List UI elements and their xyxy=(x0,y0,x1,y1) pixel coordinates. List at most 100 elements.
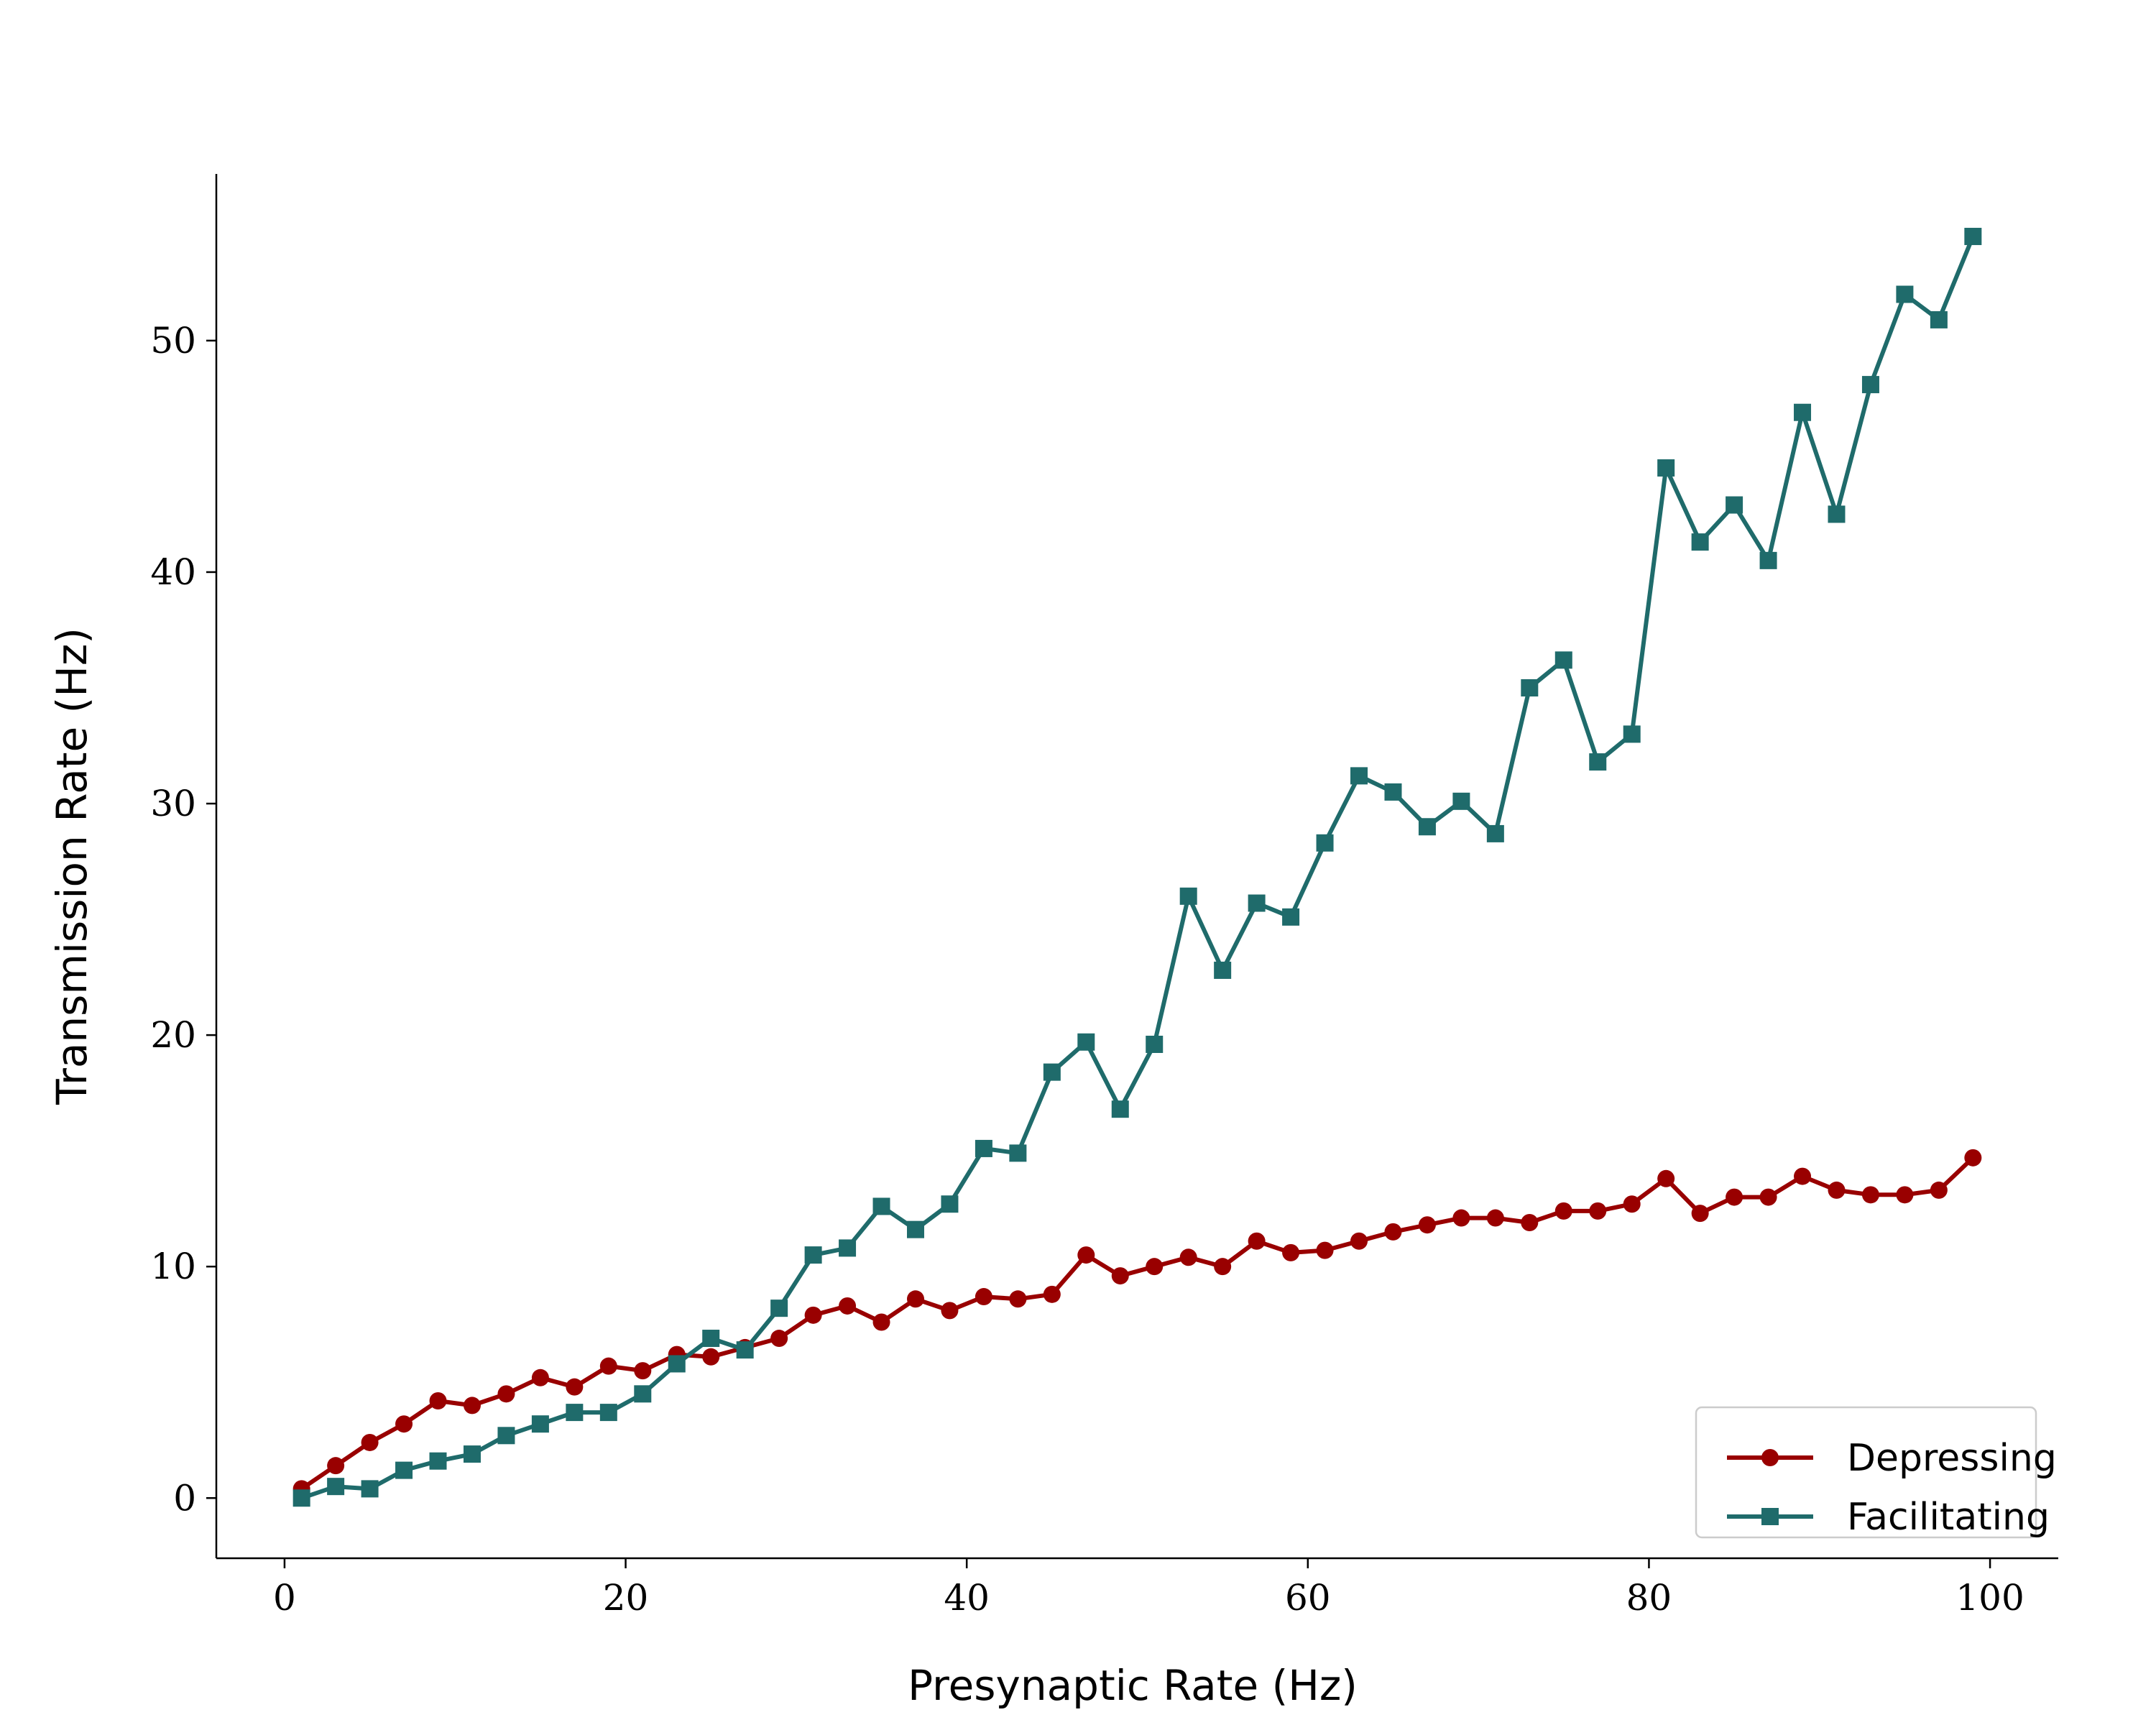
data-point-depressing xyxy=(1009,1290,1027,1308)
y-tick-label: 30 xyxy=(150,783,196,824)
data-point-depressing xyxy=(1043,1285,1061,1303)
data-point-depressing xyxy=(599,1357,617,1375)
data-point-facilitating xyxy=(429,1452,447,1470)
data-point-facilitating xyxy=(770,1300,788,1317)
data-point-depressing xyxy=(1521,1213,1539,1231)
data-point-facilitating xyxy=(599,1404,617,1422)
data-point-facilitating xyxy=(1828,505,1846,523)
data-point-depressing xyxy=(941,1302,959,1320)
data-point-depressing xyxy=(1282,1243,1300,1261)
legend-marker-circle xyxy=(1761,1449,1779,1466)
data-point-depressing xyxy=(361,1433,379,1451)
legend: Depressing Facilitating xyxy=(1695,1406,2057,1539)
y-tick-label: 0 xyxy=(173,1477,196,1519)
data-point-depressing xyxy=(1554,1202,1572,1220)
data-point-depressing xyxy=(1077,1246,1095,1264)
data-point-facilitating xyxy=(1418,818,1436,836)
axes xyxy=(215,174,2058,1560)
data-point-depressing xyxy=(1350,1232,1368,1250)
data-point-facilitating xyxy=(1794,403,1812,421)
data-point-facilitating xyxy=(872,1197,890,1215)
x-tick-label: 40 xyxy=(944,1577,990,1619)
legend-entry-facilitating: Facilitating xyxy=(1727,1496,2050,1539)
data-point-depressing xyxy=(975,1288,992,1306)
x-tick-label: 80 xyxy=(1626,1577,1672,1619)
data-point-depressing xyxy=(1384,1223,1402,1241)
legend-entry-depressing: Depressing xyxy=(1727,1437,2057,1480)
data-point-depressing xyxy=(1930,1181,1948,1199)
data-point-facilitating xyxy=(1282,908,1300,926)
data-point-facilitating xyxy=(1657,459,1675,477)
data-point-depressing xyxy=(531,1368,549,1386)
data-point-facilitating xyxy=(1623,725,1641,743)
series-facilitating xyxy=(292,227,1982,1507)
x-axis-label: Presynaptic Rate (Hz) xyxy=(908,1661,1358,1710)
data-point-facilitating xyxy=(1759,551,1777,569)
data-point-facilitating xyxy=(736,1341,754,1359)
data-point-facilitating xyxy=(1384,783,1402,801)
data-point-depressing xyxy=(872,1313,890,1331)
data-point-depressing xyxy=(1452,1209,1470,1227)
data-point-depressing xyxy=(1828,1181,1846,1199)
data-point-depressing xyxy=(1691,1205,1709,1223)
x-tick-label: 0 xyxy=(273,1577,296,1619)
data-point-depressing xyxy=(1964,1149,1982,1167)
data-point-facilitating xyxy=(1214,961,1232,979)
data-point-depressing xyxy=(1111,1267,1129,1285)
data-point-facilitating xyxy=(804,1246,822,1264)
data-point-depressing xyxy=(1861,1186,1879,1204)
data-point-facilitating xyxy=(702,1330,720,1348)
data-point-depressing xyxy=(1316,1241,1334,1259)
data-point-depressing xyxy=(327,1457,345,1475)
data-point-depressing xyxy=(395,1415,413,1433)
data-point-depressing xyxy=(566,1378,584,1396)
data-point-depressing xyxy=(1794,1167,1812,1185)
data-point-facilitating xyxy=(1896,285,1914,303)
data-point-depressing xyxy=(429,1392,447,1409)
x-tick-label: 60 xyxy=(1285,1577,1331,1619)
data-point-depressing xyxy=(1759,1188,1777,1206)
data-point-facilitating xyxy=(1350,767,1368,785)
x-tick-label: 20 xyxy=(603,1577,649,1619)
data-point-depressing xyxy=(1726,1188,1743,1206)
data-point-facilitating xyxy=(1554,651,1572,669)
data-point-facilitating xyxy=(497,1427,515,1445)
data-point-facilitating xyxy=(463,1445,481,1463)
data-point-facilitating xyxy=(1452,792,1470,810)
y-tick-label: 50 xyxy=(150,320,196,362)
data-point-facilitating xyxy=(1179,887,1197,905)
data-point-depressing xyxy=(770,1330,788,1348)
data-point-facilitating xyxy=(1691,533,1709,551)
data-point-facilitating xyxy=(1486,824,1504,842)
data-point-facilitating xyxy=(975,1139,992,1157)
legend-entries: Depressing Facilitating xyxy=(1727,1437,2057,1539)
data-point-facilitating xyxy=(906,1220,924,1238)
data-point-depressing xyxy=(634,1362,652,1380)
data-point-facilitating xyxy=(361,1480,379,1498)
data-point-facilitating xyxy=(531,1415,549,1433)
data-point-facilitating xyxy=(1009,1144,1027,1162)
data-point-depressing xyxy=(804,1306,822,1324)
data-point-facilitating xyxy=(1589,753,1607,771)
data-point-depressing xyxy=(1896,1186,1914,1204)
data-point-facilitating xyxy=(1043,1063,1061,1081)
legend-frame xyxy=(1695,1406,2037,1539)
data-point-facilitating xyxy=(1316,834,1334,852)
y-tick-label: 40 xyxy=(150,551,196,593)
data-point-facilitating xyxy=(327,1478,345,1496)
data-point-facilitating xyxy=(668,1355,686,1373)
data-point-facilitating xyxy=(292,1489,310,1507)
legend-label: Facilitating xyxy=(1847,1496,2050,1539)
y-tick-label: 10 xyxy=(150,1246,196,1287)
data-point-facilitating xyxy=(566,1404,584,1422)
data-point-depressing xyxy=(1214,1258,1232,1276)
data-point-depressing xyxy=(839,1297,857,1315)
data-point-facilitating xyxy=(1726,496,1743,514)
data-point-facilitating xyxy=(1964,227,1982,245)
y-ticks: 0 10 20 30 40 50 xyxy=(150,320,216,1519)
data-point-facilitating xyxy=(1146,1035,1164,1053)
data-point-facilitating xyxy=(941,1195,959,1213)
data-point-depressing xyxy=(1146,1258,1164,1276)
data-point-depressing xyxy=(1623,1195,1641,1213)
